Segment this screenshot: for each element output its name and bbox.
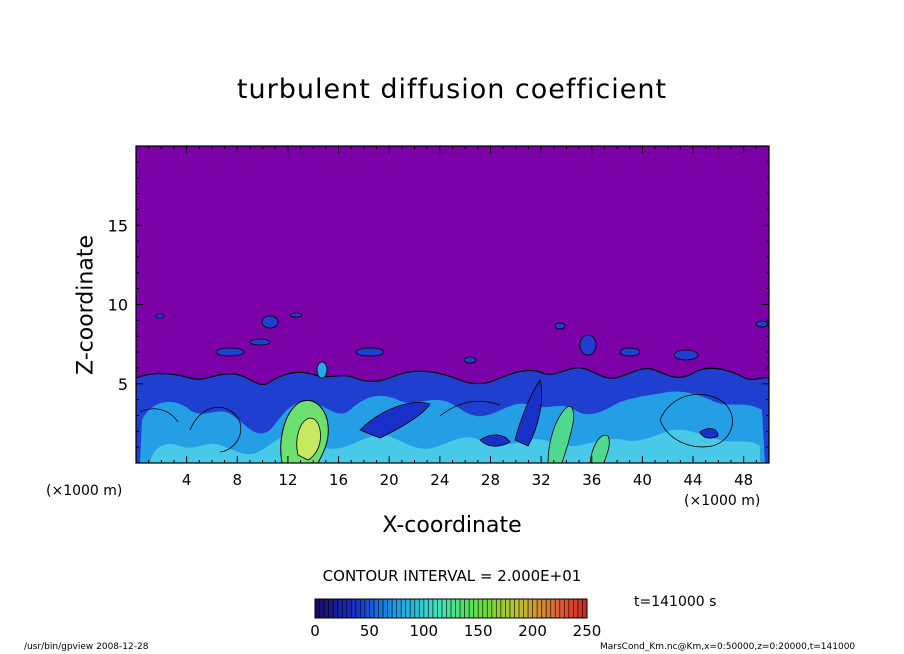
contour-interval: CONTOUR INTERVAL = 2.000E+01 <box>322 567 582 585</box>
colorbar-ticks: 0 50 100 150 200 250 <box>310 622 601 640</box>
x-tick-label: 48 <box>734 471 753 489</box>
chart-title: turbulent diffusion coefficient <box>236 74 668 105</box>
colorbar-tick-label: 100 <box>409 622 438 640</box>
y-axis: 5 10 15 <box>108 161 769 448</box>
y-tick-label: 5 <box>118 375 128 394</box>
x-tick-label: 28 <box>481 471 500 489</box>
x-axis-label: X-coordinate <box>382 513 522 538</box>
y-tick-label: 15 <box>108 216 128 235</box>
footer-right: MarsCond_Km.nc@Km,x=0:50000,z=0:20000,t=… <box>600 642 856 652</box>
colorbar-stripes <box>319 599 583 618</box>
x-tick-label: 16 <box>329 471 348 489</box>
colorbar-tick-label: 250 <box>573 622 602 640</box>
x-tick-label: 40 <box>633 471 652 489</box>
colorbar-tick-label: 0 <box>310 622 320 640</box>
footer-left: /usr/bin/gpview 2008-12-28 <box>24 642 149 652</box>
colorbar-tick-label: 200 <box>518 622 547 640</box>
x-tick-label: 8 <box>233 471 243 489</box>
x-tick-label: 12 <box>278 471 297 489</box>
colorbar-tick-label: 50 <box>360 622 379 640</box>
x-unit-left: (×1000 m) <box>46 483 123 499</box>
y-axis-label: Z-coordinate <box>73 235 99 375</box>
x-tick-label: 24 <box>430 471 449 489</box>
colorbar-tick-label: 150 <box>464 622 493 640</box>
x-tick-label: 32 <box>532 471 551 489</box>
y-tick-label: 10 <box>108 296 128 315</box>
x-tick-label: 20 <box>380 471 399 489</box>
x-axis: 4 8 12 16 20 24 28 32 36 40 44 48 <box>148 146 757 489</box>
time-label: t=141000 s <box>634 594 717 610</box>
x-tick-label: 36 <box>582 471 601 489</box>
x-unit-right: (×1000 m) <box>684 493 761 509</box>
x-tick-label: 4 <box>182 471 192 489</box>
x-tick-label: 44 <box>683 471 702 489</box>
turbulent-layer <box>136 312 769 463</box>
